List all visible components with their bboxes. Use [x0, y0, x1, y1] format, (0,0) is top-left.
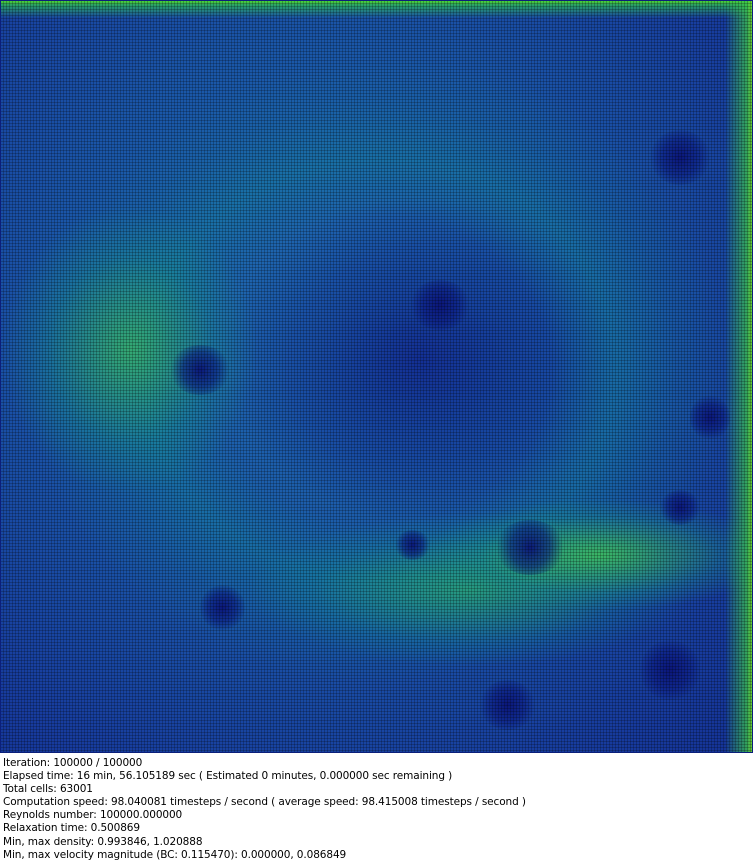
vortex-lower-mid: [495, 520, 565, 575]
velocity-field-canvas: [0, 0, 753, 753]
vortex-lower-left: [395, 530, 430, 560]
vortex-right-lower: [660, 490, 700, 525]
elapsed-time-text: Elapsed time: 16 min, 56.105189 sec ( Es…: [3, 770, 453, 783]
vortex-left: [170, 345, 230, 395]
total-cells-text: Total cells: 63001: [3, 783, 93, 796]
reynolds-number-text: Reynolds number: 100000.000000: [3, 809, 183, 822]
relaxation-time-text: Relaxation time: 0.500869: [3, 822, 140, 835]
vortex-bottom-left: [200, 585, 245, 630]
computation-speed-text: Computation speed: 98.040081 timesteps /…: [3, 796, 526, 809]
density-range-text: Min, max density: 0.993846, 1.020888: [3, 835, 203, 848]
vortex-bottom-right: [640, 640, 700, 700]
vortex-top-right: [650, 130, 710, 185]
velocity-range-text: Min, max velocity magnitude (BC: 0.11547…: [3, 848, 347, 860]
iteration-text: Iteration: 100000 / 100000: [3, 757, 143, 769]
vortex-bottom: [480, 680, 535, 730]
status-panel: Iteration: 100000 / 100000 Elapsed time:…: [0, 753, 753, 860]
vortex-right-wall: [690, 395, 730, 440]
vortex-center: [410, 280, 470, 330]
velocity-magnitude-heatmap: [0, 0, 753, 753]
